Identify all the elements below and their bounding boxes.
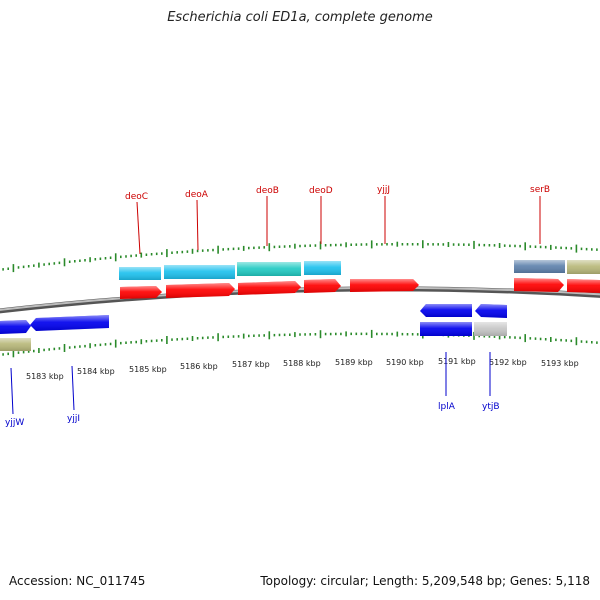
scale-label: 5189 kbp [335,358,373,367]
label-deoA: deoA [185,190,209,200]
label-yjjI: yjjI [67,414,80,424]
scale-label: 5191 kbp [438,357,476,366]
map-title: Escherichia coli ED1a, complete genome [167,10,433,25]
reverse-gene-labels: yjjW yjjI lplA ytjB [5,352,500,428]
forward-gene-labels: deoC deoA deoB deoD yjjJ serB [125,185,550,255]
forward-genes [119,260,600,280]
scale-label: 5193 kbp [541,359,579,368]
label-yjjJ: yjjJ [377,185,390,195]
label-yjjW: yjjW [5,418,24,428]
label-deoC: deoC [125,192,148,202]
genome-summary-text: Topology: circular; Length: 5,209,548 bp… [260,574,590,588]
reverse-genes [0,322,507,351]
gc-content-ticks-lower [2,329,598,358]
scale-label: 5187 kbp [232,360,270,369]
scale-label: 5192 kbp [489,358,527,367]
scale-label: 5190 kbp [386,358,424,367]
gc-content-ticks-upper [2,240,598,273]
label-deoD: deoD [309,186,333,196]
label-deoB: deoB [256,186,279,196]
genome-backbone [0,286,600,314]
reverse-cds [0,304,507,334]
label-serB: serB [530,185,550,195]
scale-label: 5183 kbp [26,372,64,381]
label-lplA: lplA [438,402,456,412]
scale-label: 5184 kbp [77,367,115,376]
scale-label: 5188 kbp [283,359,321,368]
scale-label: 5186 kbp [180,362,218,371]
accession-text: Accession: NC_011745 [9,574,146,588]
label-ytjB: ytjB [482,402,500,412]
forward-cds [120,278,600,299]
scale-label: 5185 kbp [129,365,167,374]
scale: 5183 kbp 5184 kbp 5185 kbp 5186 kbp 5187… [26,357,579,381]
